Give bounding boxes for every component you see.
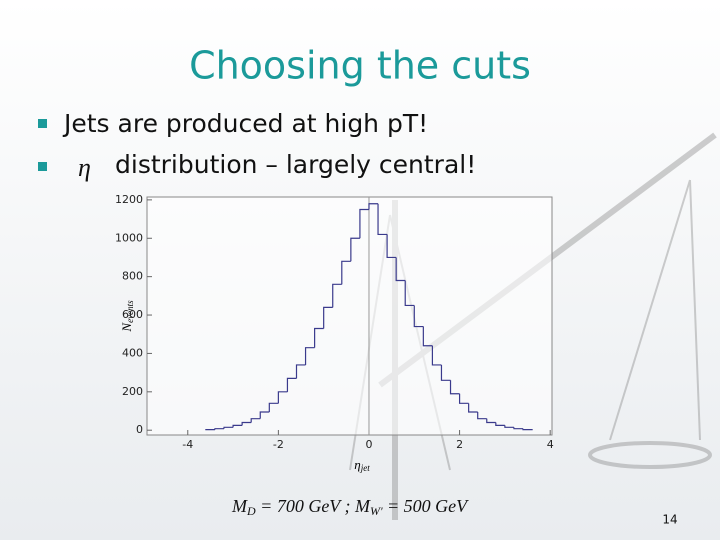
histogram-bin (468, 403, 478, 413)
bullet-text: Jets are produced at high pT! (62, 109, 428, 138)
histogram-bin (314, 327, 324, 348)
x-axis-label-main: η (354, 457, 360, 472)
histogram-bin (395, 257, 406, 282)
histogram-bin (304, 347, 315, 365)
x-tick-label: 0 (365, 438, 372, 451)
histogram-bin (368, 203, 379, 210)
histogram-bin (223, 426, 234, 429)
histogram-bin (359, 208, 369, 239)
x-tick-label: 2 (456, 438, 463, 451)
histogram-bin (295, 364, 306, 379)
x-tick-label: -4 (182, 438, 193, 451)
histogram-bin (386, 234, 397, 259)
histogram-bin (477, 411, 487, 420)
bullet-text: distribution – largely central! (115, 150, 476, 179)
histogram-bin (250, 418, 261, 423)
bullet-symbol: η (78, 153, 91, 182)
histogram-bin (214, 428, 225, 430)
histogram-bin (341, 260, 351, 285)
histogram-bin (232, 424, 243, 428)
histogram-bin (486, 418, 496, 424)
histogram-bin (458, 393, 469, 404)
plot-frame (146, 196, 553, 436)
histogram-bin (259, 411, 270, 419)
caption-part: = 700 GeV ; M (256, 496, 371, 516)
histogram-bin (440, 364, 451, 381)
histogram-bin (522, 428, 533, 431)
y-tick-label: 0 (136, 423, 143, 436)
caption-part: M (231, 496, 248, 516)
page-number: 14 (662, 513, 677, 527)
histogram-bin (431, 345, 442, 366)
histogram-bin (404, 280, 415, 307)
y-tick-label: 1000 (115, 231, 143, 244)
histogram-bin (513, 427, 524, 430)
x-tick-label: 4 (547, 438, 554, 451)
histogram-bin (286, 377, 297, 392)
histogram-bin (205, 429, 215, 431)
histogram-bin (449, 380, 460, 395)
caption-sub: W' (370, 504, 383, 518)
histogram-bin (377, 203, 388, 236)
bullet-marker (38, 119, 47, 128)
y-tick-label: 800 (122, 270, 143, 283)
y-tick-label: 600 (122, 308, 143, 321)
histogram-bin (241, 421, 252, 426)
caption-sub: D (246, 504, 256, 518)
slide-title: Choosing the cuts (189, 44, 531, 88)
x-tick-label: -2 (273, 438, 284, 451)
y-axis-label-sub: events (125, 300, 135, 323)
y-tick-label: 1200 (115, 193, 143, 206)
histogram-bin (268, 402, 279, 412)
y-axis-label: Nevents (119, 300, 135, 333)
histogram-bin (422, 326, 433, 347)
x-axis-label-sub: jet (360, 463, 370, 473)
histogram-bin (504, 425, 514, 428)
histogram-bin (332, 283, 342, 308)
y-tick-label: 400 (122, 346, 143, 359)
histogram-bin (350, 237, 360, 262)
caption-part: = 500 GeV (383, 496, 470, 516)
histogram-bin (323, 306, 333, 329)
histogram-bin (413, 305, 424, 328)
histogram-bin (277, 391, 288, 404)
x-axis-label: ηjet (354, 457, 370, 473)
y-tick-label: 200 (122, 385, 143, 398)
bullet-marker (38, 162, 47, 171)
caption: MD = 700 GeV ; MW' = 500 GeV (231, 496, 469, 518)
y-axis-label-main: N (119, 322, 134, 333)
histogram-bin (495, 422, 505, 427)
